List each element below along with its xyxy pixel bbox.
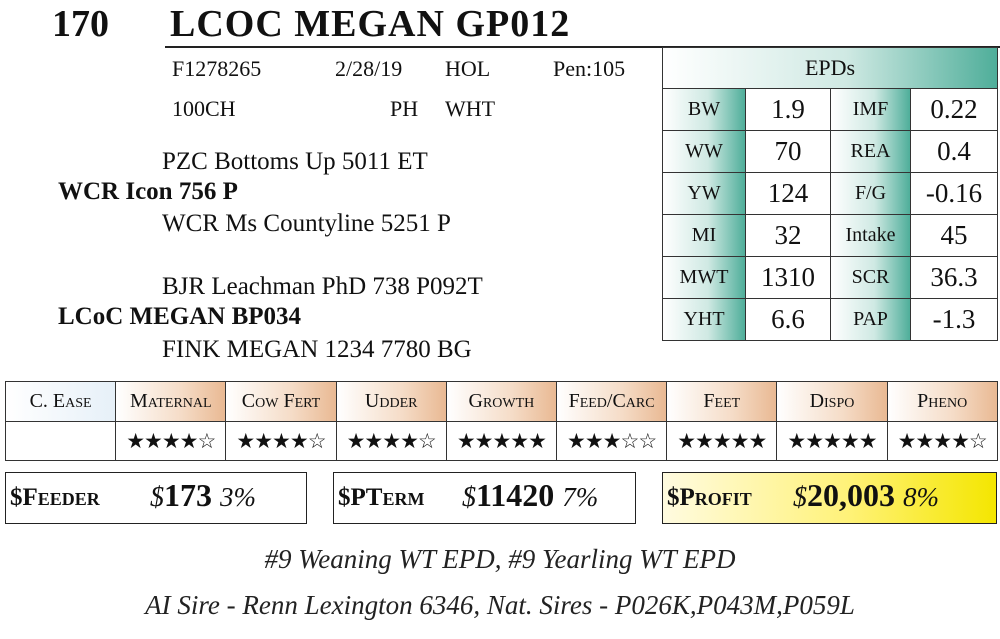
- pedigree-parent: LCoC MEGAN BP034: [58, 303, 302, 330]
- note: #9 Weaning WT EPD, #9 Yearling WT EPD: [264, 544, 736, 574]
- index-amount: 173: [164, 477, 212, 513]
- index-label: $Feeder: [10, 484, 100, 511]
- epd-value: -1.3: [910, 298, 998, 341]
- epd-header: EPDs: [662, 47, 998, 89]
- info-field: Pen:105: [553, 56, 626, 81]
- pedigree-grandparent: PZC Bottoms Up 5011 ET: [162, 148, 428, 175]
- epd-label: PAP: [830, 298, 911, 341]
- epd-label: YW: [662, 172, 746, 215]
- rating-stars: ★★★★☆: [335, 421, 447, 461]
- epd-value: 32: [745, 214, 831, 257]
- index-box: $PTerm $11420 7%: [333, 472, 636, 524]
- pedigree-grandparent: BJR Leachman PhD 738 P092T: [162, 273, 483, 300]
- index-label: $Profit: [667, 484, 752, 511]
- index-currency: $: [793, 482, 807, 513]
- pedigree-grandparent: WCR Ms Countyline 5251 P: [162, 210, 451, 237]
- index-amount: 11420: [476, 477, 555, 513]
- index-percent: 8%: [903, 482, 939, 512]
- rating-stars: ★★★★☆: [225, 421, 337, 461]
- rating-header: Udder: [335, 381, 447, 422]
- epd-label: YHT: [662, 298, 746, 341]
- epd-value: 1.9: [745, 88, 831, 131]
- info-field: HOL: [445, 56, 491, 81]
- rating-stars: ★★★★☆: [886, 421, 998, 461]
- epd-value: 36.3: [910, 256, 998, 299]
- epd-label: BW: [662, 88, 746, 131]
- index-currency: $: [150, 482, 164, 513]
- note: AI Sire - Renn Lexington 6346, Nat. Sire…: [145, 590, 855, 620]
- rating-stars: ★★★★★: [445, 421, 557, 461]
- epd-value: 6.6: [745, 298, 831, 341]
- epd-value: 0.4: [910, 130, 998, 173]
- rating-stars: ★★★★★: [776, 421, 888, 461]
- epd-label: Intake: [830, 214, 911, 257]
- rating-header: Pheno: [886, 381, 998, 422]
- rating-header: Growth: [445, 381, 557, 422]
- info-field: 100CH: [172, 96, 236, 121]
- rating-header: Dispo: [776, 381, 888, 422]
- rating-header: Cow Fert: [225, 381, 337, 422]
- rating-stars: ★★★☆☆: [556, 421, 668, 461]
- index-value: $11420 7%: [462, 477, 598, 514]
- epd-value: 124: [745, 172, 831, 215]
- index-amount: 20,003: [807, 477, 895, 513]
- pedigree-parent: WCR Icon 756 P: [58, 178, 238, 205]
- epd-label: SCR: [830, 256, 911, 299]
- epd-value: 45: [910, 214, 998, 257]
- index-box: $Feeder $173 3%: [5, 472, 307, 524]
- info-field: PH: [390, 96, 419, 121]
- rating-stars: [5, 421, 117, 461]
- info-field: 2/28/19: [335, 56, 403, 81]
- index-label: $PTerm: [338, 484, 425, 511]
- rating-stars: ★★★★★: [666, 421, 778, 461]
- epd-value: 0.22: [910, 88, 998, 131]
- index-percent: 3%: [220, 482, 256, 512]
- rating-header: Feed/Carc: [556, 381, 668, 422]
- epd-value: -0.16: [910, 172, 998, 215]
- info-field: F1278265: [172, 56, 262, 81]
- rating-stars: ★★★★☆: [115, 421, 227, 461]
- epd-label: F/G: [830, 172, 911, 215]
- epd-value: 1310: [745, 256, 831, 299]
- index-currency: $: [462, 482, 476, 513]
- lot-number: 170: [52, 3, 109, 45]
- info-field: WHT: [445, 96, 496, 121]
- index-box: $Profit $20,003 8%: [662, 472, 997, 524]
- epd-label: MWT: [662, 256, 746, 299]
- index-value: $20,003 8%: [793, 477, 939, 514]
- animal-name: LCOC MEGAN GP012: [170, 3, 571, 45]
- epd-label: MI: [662, 214, 746, 257]
- index-percent: 7%: [562, 482, 599, 512]
- rating-header: Maternal: [115, 381, 227, 422]
- epd-value: 70: [745, 130, 831, 173]
- epd-label: REA: [830, 130, 911, 173]
- rating-header: C. Ease: [5, 381, 117, 422]
- rating-header: Feet: [666, 381, 778, 422]
- pedigree-grandparent: FINK MEGAN 1234 7780 BG: [162, 336, 472, 363]
- epd-label: WW: [662, 130, 746, 173]
- title-rule: [165, 46, 1000, 48]
- index-value: $173 3%: [150, 477, 256, 514]
- epd-label: IMF: [830, 88, 911, 131]
